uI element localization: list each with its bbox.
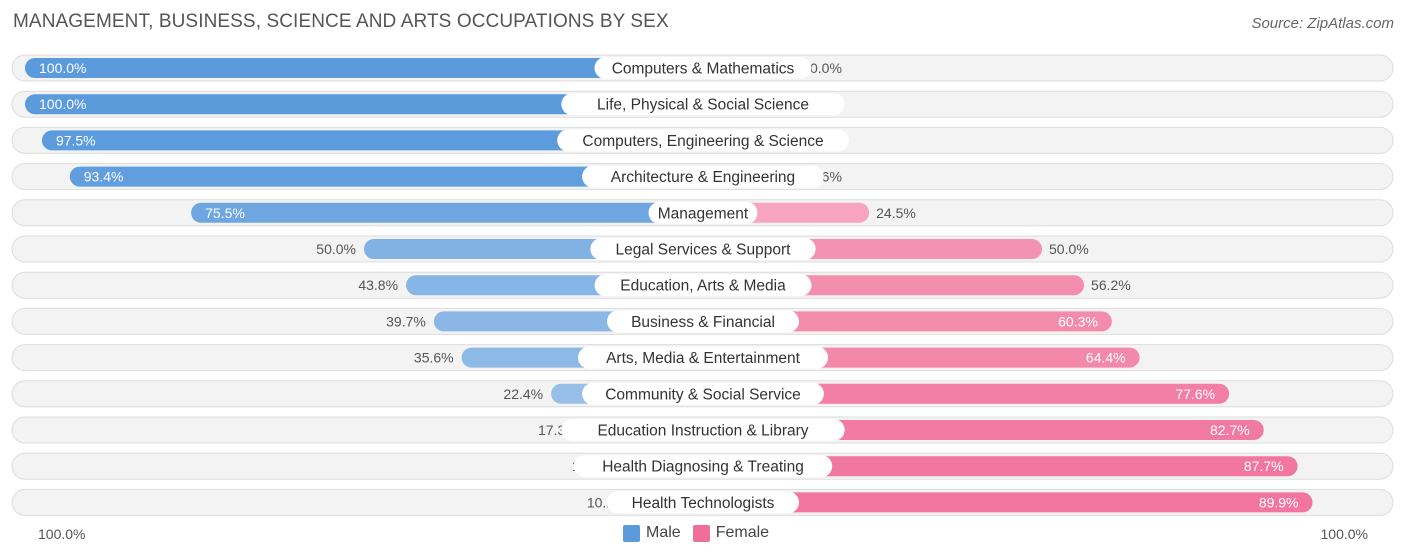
category-label: Education, Arts & Media (620, 278, 786, 295)
chart-row: 17.3% 82.7%Education Instruction & Librar… (11, 416, 1394, 444)
category-pill (594, 274, 812, 297)
chart-row: 93.4% 6.6%Architecture & Engineering (11, 163, 1394, 191)
category-label: Management (658, 205, 749, 222)
chart-row: 50.0% 50.0% Legal Services & Support (11, 235, 1394, 263)
legend-swatch-female (692, 524, 710, 542)
label-male: 43.8% (358, 277, 398, 293)
axis-right-label: 100.0% (1320, 526, 1368, 542)
label-female: 0.0% (810, 60, 842, 76)
bar-male (25, 94, 703, 115)
category-label: Community & Social Service (605, 386, 801, 403)
label-male: 100.0% (39, 60, 86, 76)
chart-row: 43.8% 56.2% Education, Arts & Media (11, 271, 1394, 299)
category-label: Health Technologists (632, 495, 775, 512)
legend: Male Female (623, 524, 781, 542)
bar-male (25, 58, 703, 78)
category-pill (561, 93, 845, 116)
category-pill (561, 419, 845, 441)
category-label: Legal Services & Support (616, 242, 792, 259)
category-label: Arts, Media & Entertainment (606, 350, 801, 367)
category-label: Education Instruction & Library (597, 423, 808, 440)
label-male: 97.5% (56, 132, 96, 148)
bar-male (69, 166, 704, 187)
category-label: Architecture & Engineering (611, 169, 795, 186)
chart-row: 10.1% 89.9%Health Technologists (11, 488, 1394, 516)
label-male: 39.7% (386, 313, 426, 329)
label-female: 82.7% (1210, 422, 1250, 438)
chart-row: 22.4% 77.6% Community & Social Service (11, 380, 1394, 408)
label-female: 56.2% (1091, 277, 1131, 293)
category-pill (573, 455, 833, 478)
label-male: 100.0% (39, 96, 86, 112)
label-female: 24.5% (876, 205, 916, 221)
chart-row: 100.0% 0.0% Computers & Mathematics (11, 54, 1394, 82)
category-label: Computers, Engineering & Science (582, 133, 823, 150)
label-male: 35.6% (414, 350, 454, 366)
label-male: 93.4% (84, 169, 124, 185)
category-label: Computers & Mathematics (612, 61, 795, 78)
chart-row: 97.5%2.5%Computers, Engineering & Scienc… (11, 126, 1394, 154)
bar-female (703, 383, 1230, 404)
category-pill (594, 57, 812, 79)
chart-title: MANAGEMENT, BUSINESS, SCIENCE AND ARTS O… (13, 11, 669, 32)
label-female: 60.3% (1058, 313, 1098, 329)
label-female: 50.0% (1049, 241, 1089, 257)
category-pill (607, 491, 799, 514)
category-pill (582, 382, 824, 405)
category-pill (590, 238, 816, 260)
axis-left-label: 100.0% (38, 526, 86, 542)
label-male: 50.0% (316, 241, 356, 257)
chart-row: 35.6% 64.4% Arts, Media & Entertainment (11, 344, 1394, 372)
label-female: 89.9% (1259, 494, 1299, 510)
label-male: 22.4% (503, 386, 543, 402)
category-pill (557, 129, 849, 152)
category-pill (582, 165, 824, 188)
label-male: 75.5% (205, 205, 245, 221)
legend-label-female: Female (715, 524, 770, 541)
label-female: 77.6% (1175, 386, 1215, 402)
source-note: Source: ZipAtlas.com (1251, 15, 1394, 32)
legend-item-female: Female (692, 524, 770, 542)
category-pill (648, 201, 758, 224)
legend-item-male: Male (623, 524, 681, 542)
category-label: Life, Physical & Social Science (597, 97, 809, 114)
legend-swatch-male (623, 524, 640, 542)
category-pill (607, 310, 799, 333)
bar-female (703, 456, 1298, 477)
diverging-bar-chart: 100.0% 0.0% Computers & Mathematics 100.0%0… (11, 54, 1394, 516)
category-label: Business & Financial (631, 314, 775, 331)
chart-row: 100.0%0.0%Life, Physical & Social Scienc… (11, 90, 1394, 118)
bar-female (703, 311, 1112, 332)
legend-label-male: Male (646, 524, 681, 541)
category-pill (577, 346, 829, 369)
bar-female (703, 492, 1313, 513)
category-label: Health Diagnosing & Treating (602, 459, 804, 476)
chart-row: 39.7% 60.3% Business & Financial (11, 307, 1394, 335)
label-female: 87.7% (1244, 458, 1284, 474)
bar-male (191, 202, 704, 223)
label-female: 64.4% (1086, 350, 1126, 366)
chart-row: 75.5% 24.5% Management (11, 199, 1394, 227)
bar-male (41, 130, 703, 151)
chart-row: 12.3%87.7%Health Diagnosing & Treating (11, 452, 1394, 480)
